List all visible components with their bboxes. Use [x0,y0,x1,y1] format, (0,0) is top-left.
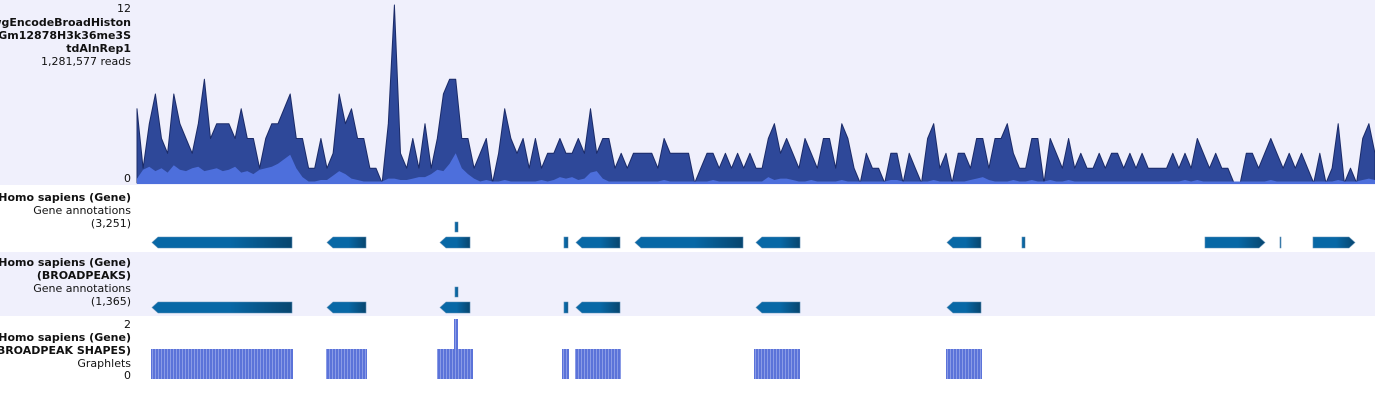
gene-feature-reverse[interactable] [326,236,367,249]
graphlet-bar[interactable] [754,349,800,379]
graphlet-bar[interactable] [946,349,982,379]
coverage-area [136,4,1375,184]
gene-track-count: (3,251) [90,217,131,230]
gene-track-title: Homo sapiens (Gene) [0,191,131,204]
gene-feature-block[interactable] [454,221,459,233]
coverage-plot [136,4,1375,184]
broadpeaks-track-subtitle: Gene annotations [33,282,131,295]
gene-feature-block[interactable] [454,286,459,298]
secondary-coverage-area [137,153,1375,183]
gene-track-subtitle: Gene annotations [33,204,131,217]
gene-feature-reverse[interactable] [575,236,621,249]
shapes-track[interactable]: 2 Homo sapiens (Gene) (BROADPEAK SHAPES)… [0,316,1375,408]
shapes-ymax-label: 2 [124,318,131,331]
gene-feature-reverse[interactable] [151,236,293,249]
coverage-ymin-label: 0 [124,172,131,185]
gene-feature-reverse[interactable] [575,301,621,314]
graphlet-bar[interactable] [151,349,293,379]
graphlet-bar[interactable] [575,349,621,379]
graphlet-bar[interactable] [326,349,367,379]
graphlet-bar[interactable] [437,349,473,379]
gene-feature-reverse[interactable] [755,301,801,314]
shapes-track-title-1: Homo sapiens (Gene) [0,331,131,344]
gene-feature-block[interactable] [1021,236,1026,249]
coverage-read-count: 1,281,577 reads [41,55,131,68]
coverage-track-name-3: tdAlnRep1 [66,42,131,55]
gene-feature-reverse[interactable] [755,236,801,249]
gene-feature-forward[interactable] [1204,236,1266,249]
gene-feature-reverse[interactable] [439,236,471,249]
gene-feature-block[interactable] [563,301,569,314]
gene-feature-reverse[interactable] [151,301,293,314]
shapes-track-title-2: (BROADPEAK SHAPES) [0,344,131,357]
coverage-track[interactable]: 12 wgEncodeBroadHiston eGm12878H3k36me3S… [0,0,1375,185]
shapes-ymin-label: 0 [124,369,131,382]
broadpeak-features [151,286,982,314]
broadpeaks-track[interactable]: Homo sapiens (Gene) (BROADPEAKS) Gene an… [0,252,1375,316]
gene-feature-block[interactable] [1279,236,1282,249]
gene-features [151,221,1356,249]
graphlet-bar[interactable] [562,349,569,379]
gene-feature-block[interactable] [563,236,569,249]
graphlet-bars [151,319,982,379]
gene-feature-reverse[interactable] [326,301,367,314]
gene-feature-reverse[interactable] [634,236,744,249]
broadpeaks-track-title-1: Homo sapiens (Gene) [0,256,131,269]
gene-feature-reverse[interactable] [946,236,982,249]
gene-feature-forward[interactable] [1312,236,1356,249]
gene-feature-reverse[interactable] [439,301,471,314]
coverage-track-name-2: eGm12878H3k36me3S [0,29,131,42]
broadpeaks-track-title-2: (BROADPEAKS) [36,269,131,282]
gene-feature-reverse[interactable] [946,301,982,314]
coverage-ymax-label: 12 [117,2,131,15]
graphlet-spike[interactable] [454,319,458,349]
gene-track[interactable]: Homo sapiens (Gene) Gene annotations (3,… [0,185,1375,252]
broadpeaks-track-count: (1,365) [90,295,131,308]
coverage-track-name-1: wgEncodeBroadHiston [0,16,131,29]
shapes-track-subtitle: Graphlets [77,357,131,370]
